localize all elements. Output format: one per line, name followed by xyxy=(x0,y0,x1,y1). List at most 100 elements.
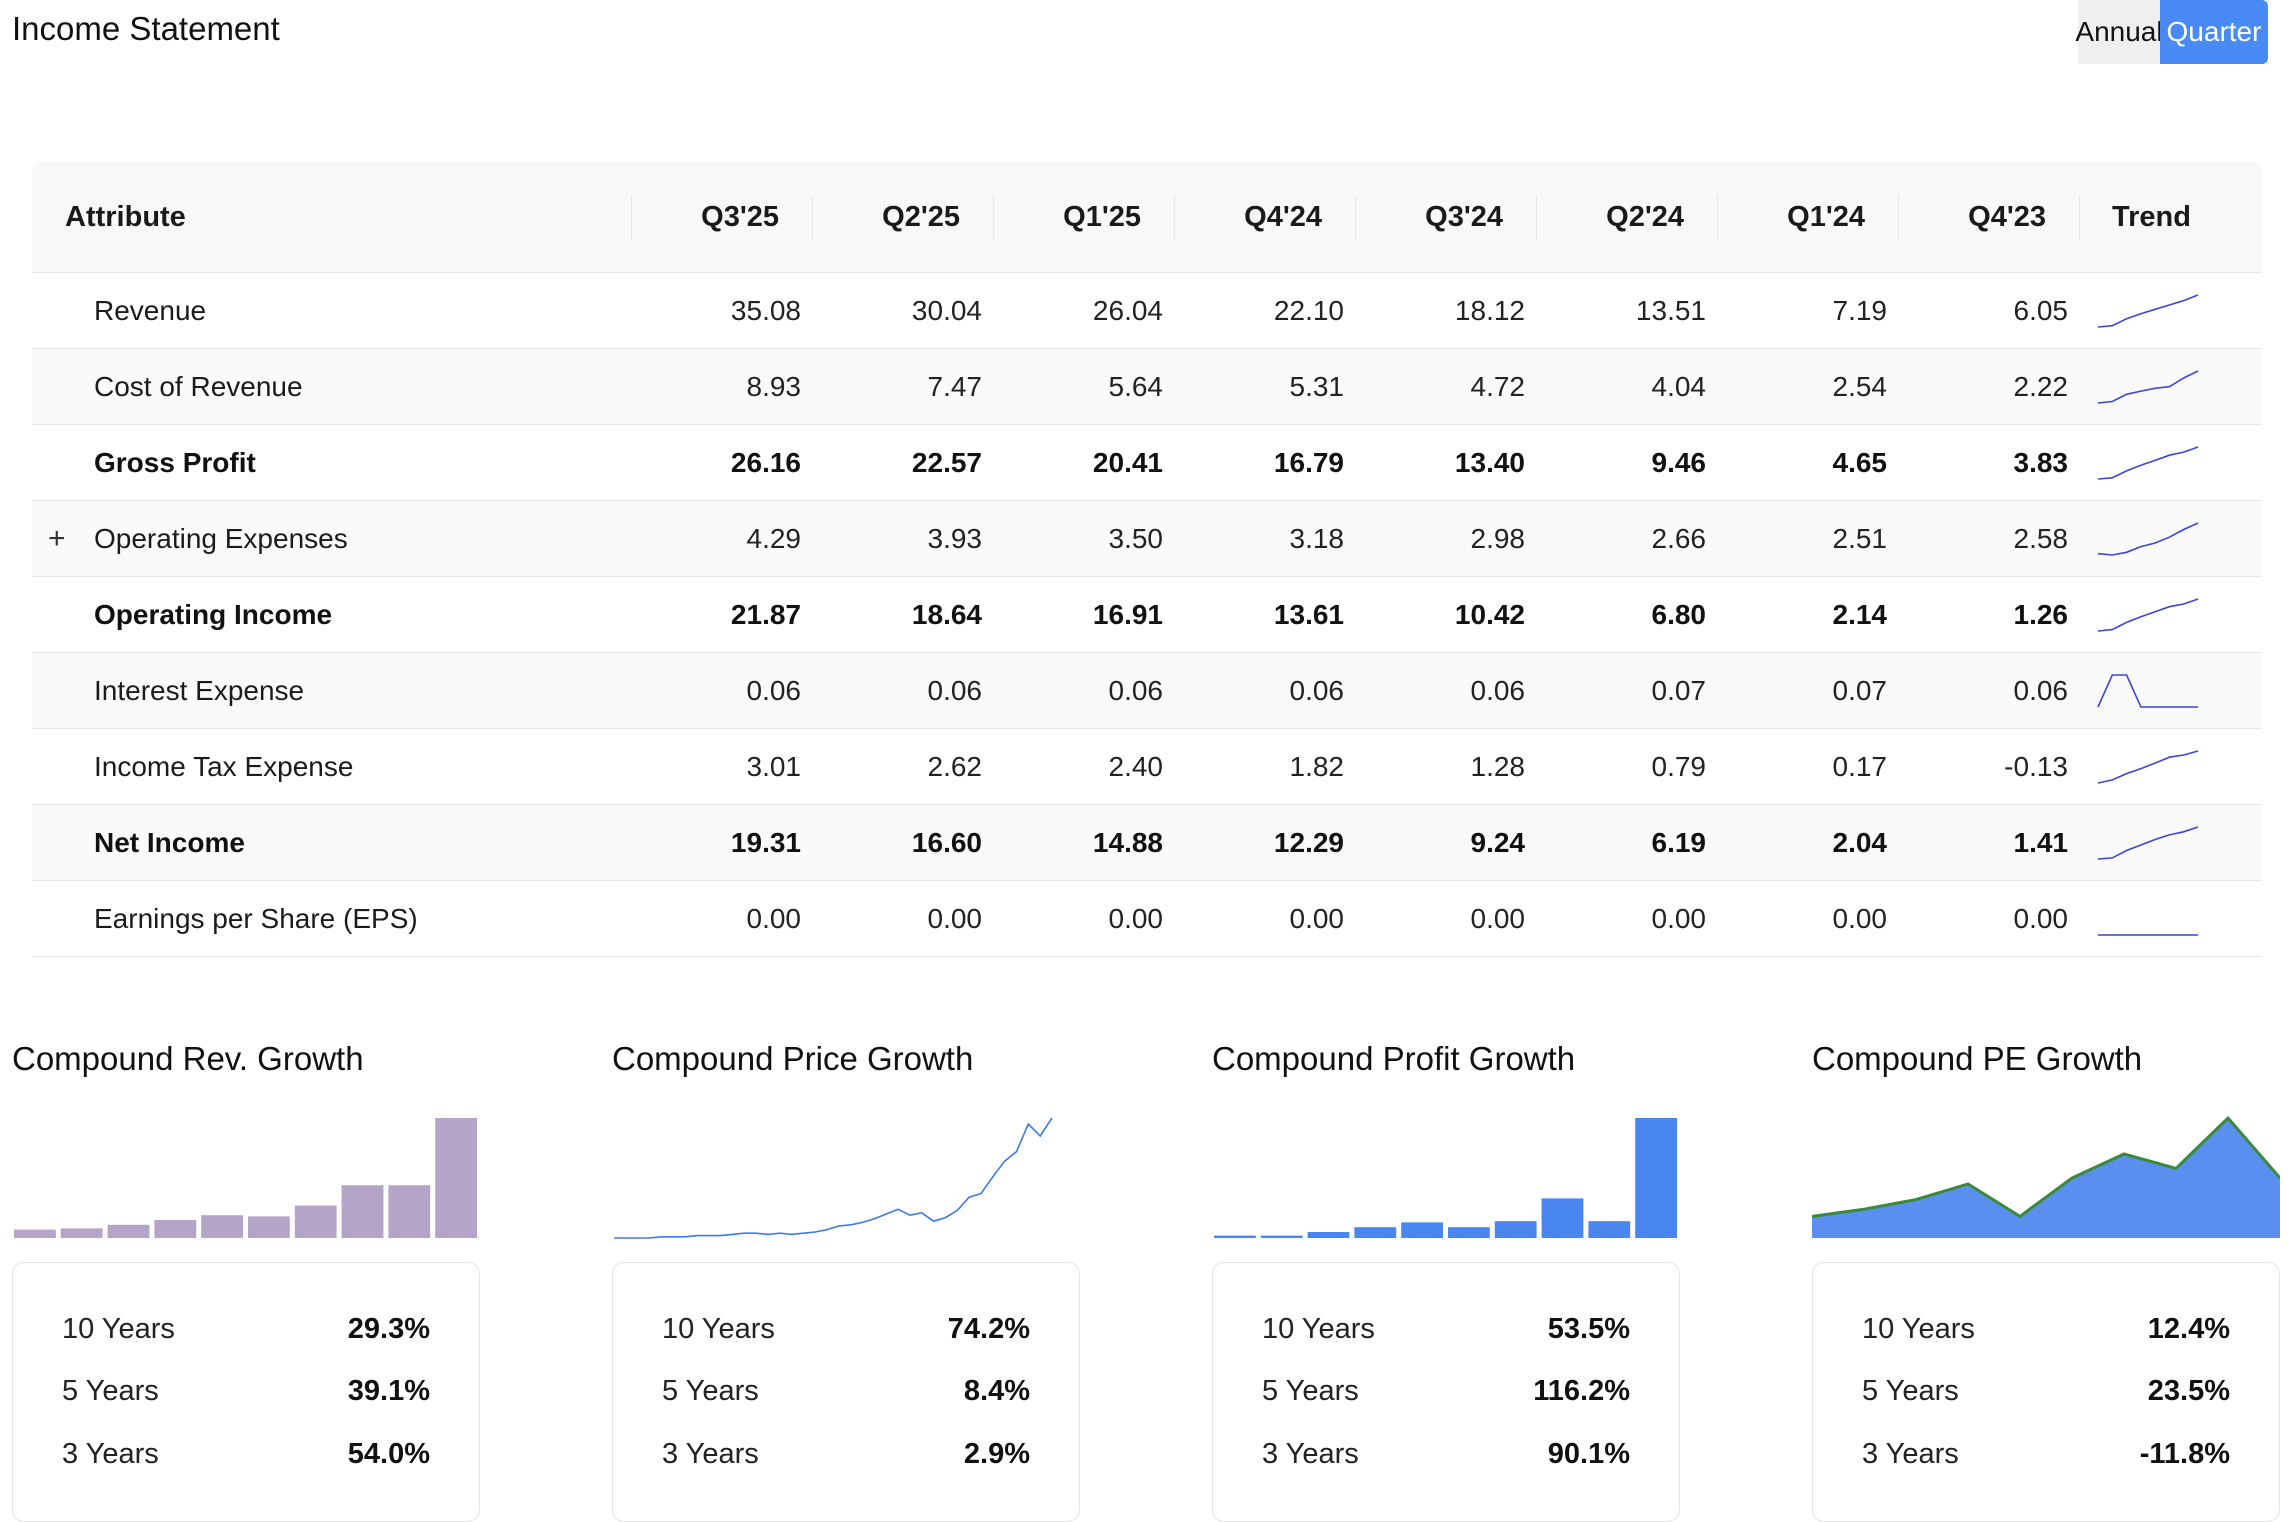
growth-stats-card: 10 Years 74.2% 5 Years 8.4% 3 Years 2.9% xyxy=(612,1262,1080,1522)
row-label-cell: + Operating Expenses xyxy=(32,521,632,555)
value-cell: 4.65 xyxy=(1832,446,1888,478)
quarter-toggle-button[interactable]: Quarter xyxy=(2160,0,2268,64)
growth-stat-value: 90.1% xyxy=(1547,1438,1630,1470)
value-cell: 0.06 xyxy=(746,674,802,706)
column-header-period[interactable]: Q1'25 xyxy=(994,195,1175,239)
value-cell: 13.51 xyxy=(1635,294,1706,326)
growth-stat-label: 10 Years xyxy=(1262,1313,1375,1345)
growth-chart xyxy=(614,1117,1053,1239)
value-cell: 13.61 xyxy=(1273,598,1344,630)
growth-bar xyxy=(1588,1221,1631,1238)
growth-stat-label: 3 Years xyxy=(1862,1438,1959,1470)
growth-bar xyxy=(60,1228,103,1238)
growth-stat-label: 10 Years xyxy=(662,1313,775,1345)
growth-bar xyxy=(14,1229,56,1238)
value-cell: 0.07 xyxy=(1832,674,1888,706)
value-cell: 18.64 xyxy=(911,598,982,630)
trend-sparkline xyxy=(2097,673,2198,708)
trend-line xyxy=(2097,825,2199,860)
value-cell: 0.00 xyxy=(746,902,802,934)
value-cell: 0.00 xyxy=(1832,902,1888,934)
row-label: Net Income xyxy=(94,826,245,858)
value-cell: 6.19 xyxy=(1651,826,1707,858)
trend-line xyxy=(2097,673,2198,708)
value-cell: 35.08 xyxy=(730,294,801,326)
value-cell: 19.31 xyxy=(730,826,801,858)
growth-title: Compound PE Growth xyxy=(1812,1040,2143,1077)
value-cell: 20.41 xyxy=(1092,446,1163,478)
growth-stat-row: 3 Years -11.8% xyxy=(1862,1438,2230,1471)
column-header-period[interactable]: Q4'24 xyxy=(1175,195,1356,239)
value-cell: 6.05 xyxy=(2013,294,2069,326)
growth-bar xyxy=(294,1205,337,1238)
trend-sparkline xyxy=(2097,293,2199,328)
growth-bar xyxy=(1354,1227,1397,1238)
trend-line xyxy=(2097,293,2199,328)
column-header-period[interactable]: Q3'24 xyxy=(1356,195,1537,239)
page-title: Income Statement xyxy=(12,10,280,47)
growth-chart xyxy=(1812,1115,2280,1238)
value-cell: 0.06 xyxy=(927,674,983,706)
growth-stat-value: 8.4% xyxy=(963,1375,1030,1407)
growth-title: Compound Profit Growth xyxy=(1212,1040,1576,1077)
growth-bar xyxy=(1541,1198,1584,1238)
growth-area-fill xyxy=(1812,1118,2280,1238)
growth-stats-card: 10 Years 12.4% 5 Years 23.5% 3 Years -11.8% xyxy=(1812,1262,2280,1522)
growth-bar xyxy=(1635,1118,1677,1238)
value-cell: 1.82 xyxy=(1289,750,1345,782)
value-cell: 0.00 xyxy=(1108,902,1164,934)
value-cell: -0.13 xyxy=(2004,750,2068,782)
table-row: Gross Profit 26.16 22.57 20.41 16.79 13.40 9.4… xyxy=(32,425,2262,501)
trend-sparkline xyxy=(2097,597,2199,632)
column-header-period[interactable]: Q3'25 xyxy=(632,195,813,239)
table-row: Cost of Revenue 8.93 7.47 5.64 5.31 4.72 4.04 2… xyxy=(32,349,2262,425)
value-cell: 13.40 xyxy=(1454,446,1525,478)
annual-toggle-button[interactable]: Annual xyxy=(2075,0,2163,64)
value-cell: 1.26 xyxy=(2013,598,2069,630)
table-body: Revenue 35.08 30.04 26.04 22.10 18.12 13.51 7.1… xyxy=(32,273,2262,957)
growth-stat-row: 5 Years 116.2% xyxy=(1262,1375,1630,1408)
value-cell: 1.41 xyxy=(2013,826,2069,858)
column-header-period[interactable]: Q2'24 xyxy=(1537,195,1718,239)
value-cell: 4.29 xyxy=(746,522,802,554)
value-cell: 3.93 xyxy=(927,522,983,554)
growth-stat-row: 3 Years 54.0% xyxy=(62,1438,430,1471)
growth-stat-value: 39.1% xyxy=(347,1375,430,1407)
growth-title: Compound Rev. Growth xyxy=(12,1040,364,1077)
column-header-trend: Trend xyxy=(2112,200,2191,233)
value-cell: 9.24 xyxy=(1470,826,1526,858)
growth-stat-value: 116.2% xyxy=(1533,1375,1630,1407)
growth-bar xyxy=(341,1185,384,1238)
plus-icon[interactable]: + xyxy=(48,521,66,555)
trend-sparkline-cell xyxy=(2080,501,2262,576)
growth-stat-row: 3 Years 2.9% xyxy=(662,1438,1030,1471)
growth-stat-label: 3 Years xyxy=(62,1438,159,1470)
growth-stat-row: 10 Years 12.4% xyxy=(1862,1313,2230,1346)
trend-sparkline-cell xyxy=(2080,729,2262,804)
trend-line xyxy=(2097,445,2199,480)
growth-stat-row: 5 Years 23.5% xyxy=(1862,1375,2230,1408)
trend-sparkline-cell xyxy=(2080,881,2262,956)
trend-line xyxy=(2097,597,2199,632)
growth-area-line xyxy=(1812,1115,2280,1219)
value-cell: 0.17 xyxy=(1832,750,1888,782)
row-label-cell: Interest Expense xyxy=(32,675,632,707)
row-label-cell: Cost of Revenue xyxy=(32,371,632,403)
value-cell: 0.06 xyxy=(1289,674,1345,706)
column-header-period[interactable]: Q2'25 xyxy=(813,195,994,239)
growth-bar xyxy=(1401,1222,1443,1238)
growth-stat-row: 3 Years 90.1% xyxy=(1262,1438,1630,1471)
column-header-attribute[interactable]: Attribute xyxy=(32,195,632,239)
growth-stat-row: 5 Years 8.4% xyxy=(662,1375,1030,1408)
row-label: Operating Expenses xyxy=(94,522,348,554)
growth-stat-value: -11.8% xyxy=(2139,1438,2230,1470)
value-cell: 16.60 xyxy=(911,826,982,858)
row-label: Interest Expense xyxy=(94,674,305,706)
trend-sparkline-cell xyxy=(2080,425,2262,500)
value-cell: 2.98 xyxy=(1470,522,1526,554)
value-cell: 0.00 xyxy=(1470,902,1526,934)
growth-stat-label: 10 Years xyxy=(62,1313,175,1345)
growth-bar xyxy=(248,1216,290,1238)
column-header-period[interactable]: Q1'24 xyxy=(1718,195,1899,239)
column-header-period[interactable]: Q4'23 xyxy=(1899,195,2080,239)
